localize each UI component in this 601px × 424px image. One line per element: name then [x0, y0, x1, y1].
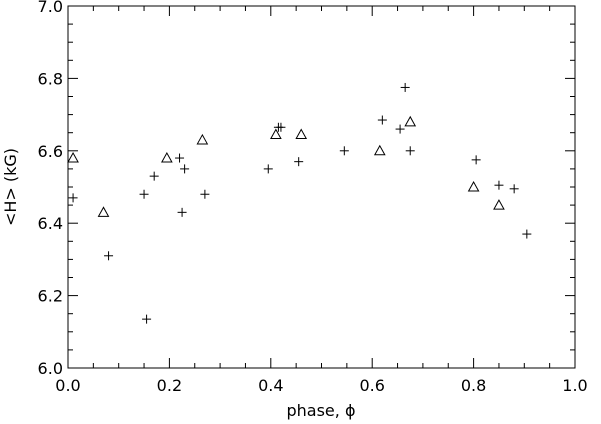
data-point-plus: [395, 124, 405, 134]
data-point-plus: [149, 171, 159, 181]
data-point-plus: [471, 155, 481, 165]
x-tick-label: 0.6: [359, 376, 384, 395]
data-point-plus: [175, 153, 185, 163]
data-point-triangle: [196, 133, 209, 145]
data-point-plus: [405, 146, 415, 156]
data-point-triangle: [295, 128, 308, 140]
data-point-plus: [200, 189, 210, 199]
data-point-plus: [139, 189, 149, 199]
y-axis-ticks: [68, 5, 575, 369]
data-point-triangle: [404, 115, 417, 127]
series-plus: [68, 82, 532, 324]
x-axis-label: phase, ϕ: [286, 401, 355, 420]
data-point-triangle: [373, 144, 386, 156]
data-point-plus: [180, 164, 190, 174]
data-point-plus: [339, 146, 349, 156]
data-point-plus: [263, 164, 273, 174]
y-axis-tick-labels: 6.0 6.2 6.4 6.6 6.8 7.0: [38, 0, 63, 378]
x-tick-label: 1.0: [562, 376, 587, 395]
x-tick-label: 0.4: [258, 376, 283, 395]
x-axis-ticks: [67, 6, 576, 368]
data-point-plus: [177, 207, 187, 217]
data-point-triangle: [467, 180, 480, 192]
data-point-plus: [142, 314, 152, 324]
data-point-plus: [522, 229, 532, 239]
data-point-plus: [276, 122, 286, 132]
series-layer: [67, 82, 532, 324]
data-point-triangle: [161, 152, 173, 163]
data-point-plus: [494, 180, 504, 190]
data-point-plus: [509, 184, 519, 194]
x-tick-label: 0.0: [55, 376, 80, 395]
data-point-plus: [377, 115, 387, 125]
x-axis-tick-labels: 0.0 0.2 0.4 0.6 0.8 1.0: [55, 376, 587, 395]
data-point-plus: [400, 82, 410, 92]
y-tick-label: 6.2: [38, 287, 63, 306]
x-tick-label: 0.8: [461, 376, 486, 395]
data-point-triangle: [97, 206, 110, 217]
data-point-triangle: [67, 152, 79, 163]
data-point-plus: [294, 157, 304, 167]
x-tick-label: 0.2: [157, 376, 182, 395]
data-point-triangle: [493, 199, 505, 210]
y-tick-label: 7.0: [38, 0, 63, 16]
y-tick-label: 6.4: [38, 214, 63, 233]
y-tick-label: 6.8: [38, 69, 63, 88]
y-axis-label: <H> (kG): [1, 148, 20, 226]
data-point-plus: [68, 193, 78, 203]
y-tick-label: 6.0: [38, 359, 63, 378]
y-tick-label: 6.6: [38, 142, 63, 161]
series-triangle: [67, 115, 505, 217]
data-point-triangle: [270, 128, 282, 140]
data-point-plus: [104, 251, 114, 261]
